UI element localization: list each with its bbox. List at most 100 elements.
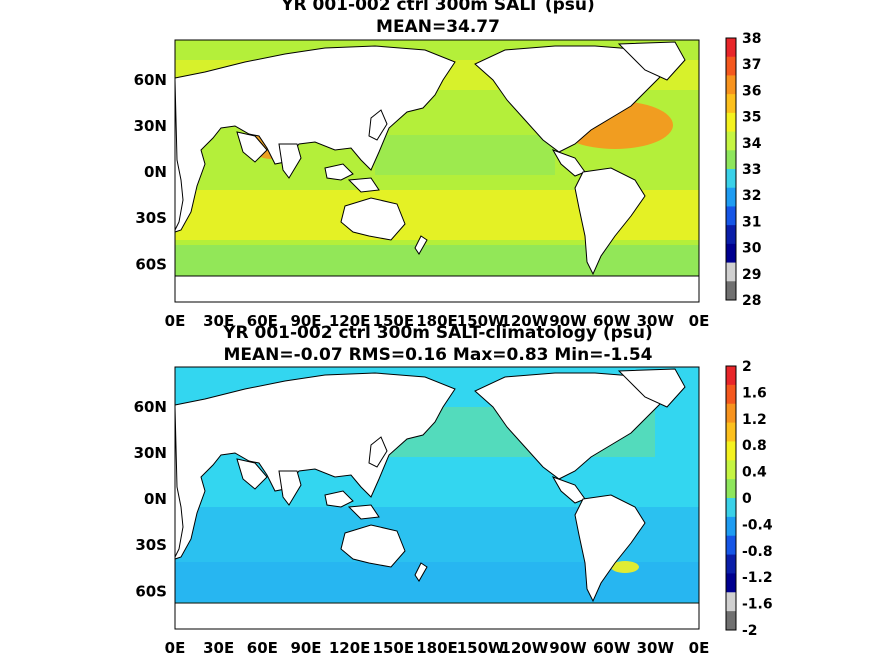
colorbar-segment xyxy=(726,56,736,76)
colorbar-tick-label: 32 xyxy=(742,188,761,204)
y-tick-label: 30N xyxy=(134,117,167,135)
x-tick-label: 150W xyxy=(457,639,505,656)
colorbar-segment xyxy=(726,366,736,386)
colorbar-segment xyxy=(726,384,736,405)
colorbar-tick-label: 34 xyxy=(742,136,762,152)
colorbar-tick-label: 0 xyxy=(742,491,752,507)
colorbar-segment xyxy=(726,516,736,537)
colorbar-segment xyxy=(726,225,736,245)
y-tick-label: 60N xyxy=(134,71,167,89)
panel-2-map xyxy=(174,366,700,630)
colorbar-tick-label: 2 xyxy=(742,359,752,375)
x-tick-label: 0E xyxy=(165,639,186,656)
colorbar-tick-label: 0.8 xyxy=(742,438,767,454)
colorbar-tick-label: 29 xyxy=(742,267,761,283)
x-tick-label: 60E xyxy=(247,639,278,656)
colorbar-segment xyxy=(726,403,736,424)
colorbar-segment xyxy=(726,441,736,461)
colorbar-segment xyxy=(726,169,736,189)
y-tick-label: 30S xyxy=(135,536,167,554)
colorbar-segment xyxy=(726,281,736,301)
colorbar-tick-label: 35 xyxy=(742,110,761,126)
colorbar-segment xyxy=(726,535,736,556)
x-tick-label: 30W xyxy=(637,312,675,330)
x-tick-label: 60W xyxy=(593,639,631,656)
y-tick-label: 30S xyxy=(135,209,167,227)
colorbar-segment xyxy=(726,479,736,499)
panel-2: YR 001-002 ctrl 300m SALT-climatology (p… xyxy=(134,323,773,656)
colorbar-segment xyxy=(726,554,736,574)
x-tick-label: 120W xyxy=(500,312,548,330)
x-tick-label: 150E xyxy=(373,312,415,330)
x-tick-label: 0E xyxy=(689,639,710,656)
panel-1-y-ticks: 60N 30N 0N 30S 60S xyxy=(134,71,167,273)
panel-2-title: YR 001-002 ctrl 300m SALT-climatology (p… xyxy=(222,323,653,343)
x-tick-label: 180E xyxy=(416,312,458,330)
x-tick-label: 60E xyxy=(247,312,278,330)
x-tick-label: 30E xyxy=(203,312,234,330)
y-tick-label: 0N xyxy=(144,163,167,181)
colorbar-tick-label: 0.4 xyxy=(742,465,767,481)
colorbar-segment xyxy=(726,38,736,58)
colorbar-tick-label: -1.6 xyxy=(742,597,773,613)
x-tick-label: 60W xyxy=(593,312,631,330)
colorbar-segment xyxy=(726,460,736,480)
salinity-band xyxy=(175,245,699,277)
colorbar-tick-label: 28 xyxy=(742,293,761,309)
panel-1-title: YR 001-002 ctrl 300m SALT (psu) xyxy=(280,0,595,15)
x-tick-label: 90E xyxy=(290,312,321,330)
map-frame xyxy=(174,39,700,303)
panel-1-subtitle: MEAN=34.77 xyxy=(376,17,500,37)
anomaly-region xyxy=(611,561,639,573)
colorbar-tick-label: 37 xyxy=(742,57,761,73)
x-tick-label: 120W xyxy=(500,639,548,656)
colorbar-frame xyxy=(725,37,737,301)
x-tick-label: 90W xyxy=(549,639,587,656)
x-tick-label: 0E xyxy=(165,312,186,330)
colorbar-tick-label: -2 xyxy=(742,623,758,639)
colorbar-segment xyxy=(726,94,736,114)
x-tick-label: 30W xyxy=(637,639,675,656)
x-tick-label: 150E xyxy=(373,639,415,656)
colorbar-tick-label: -0.4 xyxy=(742,517,773,533)
colorbar-segment xyxy=(726,498,736,518)
colorbar-segment xyxy=(726,243,736,264)
map-frame xyxy=(174,366,700,630)
colorbar-tick-label: 36 xyxy=(742,83,761,99)
colorbar-segment xyxy=(726,150,736,170)
colorbar-tick-label: 1.2 xyxy=(742,412,767,428)
colorbar-segment xyxy=(726,573,736,593)
x-tick-label: 180E xyxy=(416,639,458,656)
panel-2-y-ticks: 60N 30N 0N 30S 60S xyxy=(134,398,167,600)
y-tick-label: 30N xyxy=(134,444,167,462)
x-tick-label: 150W xyxy=(457,312,505,330)
colorbar-frame xyxy=(725,365,737,631)
colorbar-segment xyxy=(726,262,736,282)
panel-2-colorbar: 2 1.6 1.2 0.8 0.4 0 -0.4 -0.8 -1.2 -1.6 -2 xyxy=(725,359,773,639)
colorbar-segment xyxy=(726,131,736,151)
colorbar-segment xyxy=(726,187,736,207)
y-tick-label: 60N xyxy=(134,398,167,416)
x-tick-label: 30E xyxy=(203,639,234,656)
panel-2-subtitle: MEAN=-0.07 RMS=0.16 Max=0.83 Min=-1.54 xyxy=(224,345,653,365)
colorbar-segment xyxy=(726,75,736,95)
colorbar-segment xyxy=(726,422,736,442)
y-tick-label: 60S xyxy=(135,582,167,600)
y-tick-label: 0N xyxy=(144,490,167,508)
x-tick-label: 120E xyxy=(329,639,371,656)
colorbar-tick-label: -0.8 xyxy=(742,544,773,560)
panel-1: YR 001-002 ctrl 300m SALT (psu) MEAN=34.… xyxy=(134,0,762,330)
x-tick-label: 0E xyxy=(689,312,710,330)
colorbar-tick-label: 33 xyxy=(742,162,761,178)
panel-1-colorbar: 38 37 36 35 34 33 32 31 30 29 28 xyxy=(725,31,762,309)
colorbar-segment xyxy=(726,592,736,612)
colorbar-segment xyxy=(726,611,736,631)
x-tick-label: 90W xyxy=(549,312,587,330)
colorbar-tick-label: 38 xyxy=(742,31,761,47)
x-tick-label: 120E xyxy=(329,312,371,330)
x-tick-label: 90E xyxy=(290,639,321,656)
salinity-band xyxy=(375,135,555,175)
colorbar-segment xyxy=(726,112,736,133)
